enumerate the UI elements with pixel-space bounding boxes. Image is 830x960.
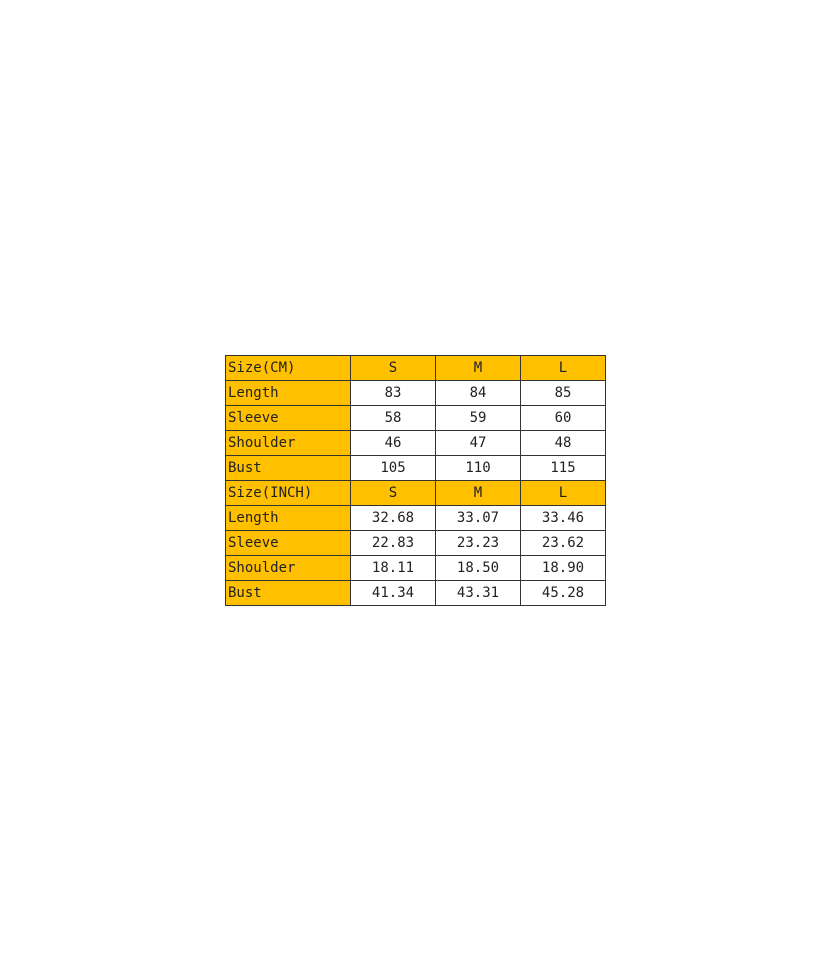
row-label: Length bbox=[225, 505, 351, 531]
size-header-cell: M bbox=[435, 355, 521, 381]
value-cell: 45.28 bbox=[520, 580, 606, 606]
value-cell: 33.07 bbox=[435, 505, 521, 531]
value-cell: 48 bbox=[520, 430, 606, 456]
table-row: Sleeve 58 59 60 bbox=[225, 405, 606, 431]
table-row: Length 83 84 85 bbox=[225, 380, 606, 406]
table-row: Shoulder 46 47 48 bbox=[225, 430, 606, 456]
table-row: Sleeve 22.83 23.23 23.62 bbox=[225, 530, 606, 556]
value-cell: 23.23 bbox=[435, 530, 521, 556]
row-label: Sleeve bbox=[225, 405, 351, 431]
size-header-cell: M bbox=[435, 480, 521, 506]
value-cell: 84 bbox=[435, 380, 521, 406]
value-cell: 58 bbox=[350, 405, 436, 431]
value-cell: 60 bbox=[520, 405, 606, 431]
value-cell: 22.83 bbox=[350, 530, 436, 556]
header-label: Size(INCH) bbox=[225, 480, 351, 506]
size-header-cell: S bbox=[350, 355, 436, 381]
size-header-cell: L bbox=[520, 480, 606, 506]
value-cell: 18.11 bbox=[350, 555, 436, 581]
value-cell: 83 bbox=[350, 380, 436, 406]
size-chart-table: Size(CM) S M L Length 83 84 85 Sleeve 58 59 60 Shoul… bbox=[225, 355, 606, 606]
value-cell: 43.31 bbox=[435, 580, 521, 606]
value-cell: 41.34 bbox=[350, 580, 436, 606]
row-label: Length bbox=[225, 380, 351, 406]
value-cell: 110 bbox=[435, 455, 521, 481]
value-cell: 46 bbox=[350, 430, 436, 456]
row-label: Shoulder bbox=[225, 555, 351, 581]
table-row: Length 32.68 33.07 33.46 bbox=[225, 505, 606, 531]
size-header-cell: L bbox=[520, 355, 606, 381]
value-cell: 105 bbox=[350, 455, 436, 481]
table-row: Bust 41.34 43.31 45.28 bbox=[225, 580, 606, 606]
value-cell: 18.50 bbox=[435, 555, 521, 581]
value-cell: 85 bbox=[520, 380, 606, 406]
row-label: Bust bbox=[225, 455, 351, 481]
header-row: Size(INCH) S M L bbox=[225, 480, 606, 506]
header-row: Size(CM) S M L bbox=[225, 355, 606, 381]
table-row: Shoulder 18.11 18.50 18.90 bbox=[225, 555, 606, 581]
value-cell: 115 bbox=[520, 455, 606, 481]
row-label: Bust bbox=[225, 580, 351, 606]
value-cell: 23.62 bbox=[520, 530, 606, 556]
value-cell: 33.46 bbox=[520, 505, 606, 531]
size-header-cell: S bbox=[350, 480, 436, 506]
row-label: Shoulder bbox=[225, 430, 351, 456]
value-cell: 32.68 bbox=[350, 505, 436, 531]
table-row: Bust 105 110 115 bbox=[225, 455, 606, 481]
value-cell: 18.90 bbox=[520, 555, 606, 581]
size-chart-body: Size(CM) S M L Length 83 84 85 Sleeve 58 59 60 Shoul… bbox=[225, 355, 606, 606]
value-cell: 47 bbox=[435, 430, 521, 456]
header-label: Size(CM) bbox=[225, 355, 351, 381]
value-cell: 59 bbox=[435, 405, 521, 431]
row-label: Sleeve bbox=[225, 530, 351, 556]
